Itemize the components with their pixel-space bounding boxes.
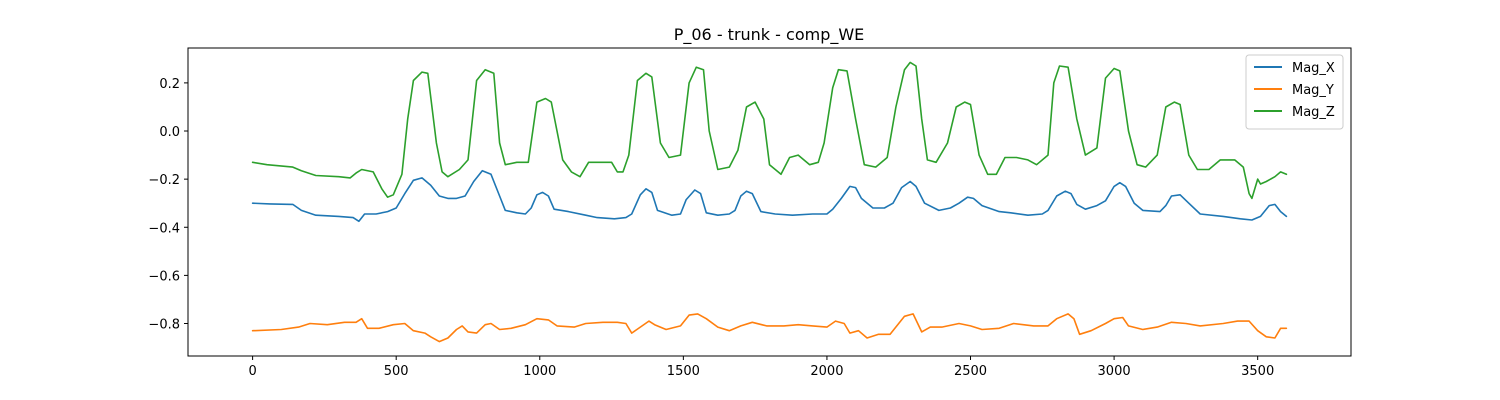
x-tick-label: 1500 [667, 364, 700, 379]
series-line-mag-x [251, 169, 1288, 223]
y-tick-label: −0.6 [148, 269, 180, 284]
x-tick-label: 500 [384, 364, 409, 379]
legend-label-mag-z: Mag_Z [1292, 105, 1335, 120]
y-tick-label: 0.2 [159, 77, 180, 92]
legend: Mag_X Mag_Y Mag_Z [1245, 54, 1344, 130]
x-tick-label: 1000 [523, 364, 556, 379]
y-tick-label: −0.8 [148, 318, 180, 333]
y-tick-label: −0.4 [148, 221, 180, 236]
y-tick-label: 0.0 [159, 125, 180, 140]
series-line-mag-z [251, 61, 1288, 200]
x-tick-label: 2000 [810, 364, 843, 379]
x-tick-label: 0 [248, 364, 256, 379]
ticks-layer: 0 500 1000 1500 2000 2500 3000 3500 −0.8 −0.6 −0.4… [148, 77, 1274, 379]
y-tick-label: −0.2 [148, 173, 180, 188]
chart-title: P_06 - trunk - comp_WE [674, 25, 865, 45]
plot-frame [187, 47, 1352, 357]
x-tick-label: 3000 [1098, 364, 1131, 379]
legend-label-mag-y: Mag_Y [1292, 83, 1334, 98]
series-line-mag-y [251, 313, 1288, 343]
x-tick-label: 2500 [954, 364, 987, 379]
series-layer [251, 61, 1288, 343]
legend-label-mag-x: Mag_X [1292, 61, 1335, 76]
x-tick-label: 3500 [1241, 364, 1274, 379]
